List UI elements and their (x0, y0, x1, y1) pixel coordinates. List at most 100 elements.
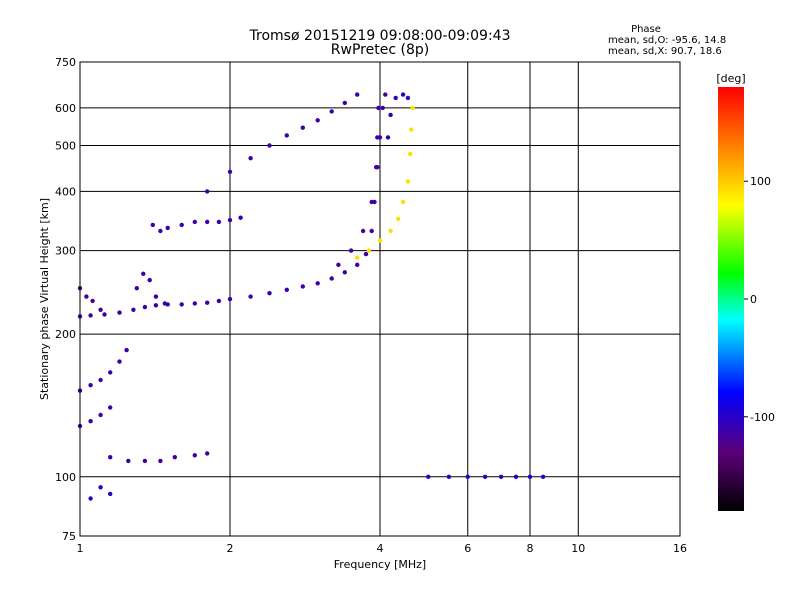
echo-point (342, 100, 347, 106)
echo-point (465, 474, 470, 479)
x-tick-label: 8 (527, 542, 534, 555)
echo-point (355, 262, 360, 267)
echo-point (388, 228, 393, 234)
echo-point (400, 92, 406, 97)
colorbar (718, 87, 744, 511)
echo-point (336, 262, 341, 267)
echo-point (348, 248, 354, 253)
echo-point (405, 179, 411, 184)
echo-point (162, 301, 167, 306)
echo-point (165, 225, 170, 231)
echo-point (342, 270, 347, 275)
echo-point (377, 135, 383, 140)
echo-point (300, 125, 305, 130)
echo-point (117, 310, 122, 315)
y-tick-label: 300 (55, 245, 76, 258)
y-tick-label: 100 (55, 471, 76, 484)
echo-point (179, 302, 184, 307)
y-tick-label: 750 (55, 56, 76, 69)
echo-point (98, 307, 103, 312)
echo-point (102, 312, 107, 317)
echo-point (396, 216, 401, 222)
x-tick-label: 2 (227, 542, 234, 555)
echo-point (227, 217, 233, 223)
colorbar-tick-label: -100 (750, 411, 775, 424)
colorbar-tick-label: 100 (750, 175, 771, 188)
echo-point (426, 474, 431, 479)
echo-point (88, 313, 93, 318)
echo-point (131, 307, 136, 312)
y-tick-label: 400 (55, 185, 76, 198)
echo-point (98, 377, 103, 383)
echo-point (385, 135, 391, 140)
echo-point (117, 359, 122, 364)
y-tick-labels: 75 100 200 300 400 500 600 750 (55, 56, 76, 543)
echo-point (284, 133, 289, 138)
echo-point (238, 215, 243, 220)
echo-point (513, 474, 519, 479)
plot-frame (79, 61, 681, 537)
echo-point (540, 474, 546, 479)
x-tick-label: 1 (77, 542, 84, 555)
echo-point (366, 248, 372, 253)
echo-point (88, 383, 93, 388)
echo-point (158, 228, 163, 234)
phase-stats-heading: Phase (631, 24, 661, 35)
echo-point (90, 298, 95, 304)
echo-point (192, 453, 197, 458)
echo-point (355, 92, 360, 97)
echo-point (126, 458, 131, 464)
y-tick-label: 500 (55, 139, 76, 152)
echo-point (284, 287, 289, 292)
echo-point (248, 156, 253, 161)
echo-point (409, 127, 414, 132)
echo-point (315, 118, 320, 123)
echo-point (369, 228, 374, 234)
echo-point (388, 112, 393, 118)
colorbar-label: [deg] (716, 72, 745, 85)
echo-point (205, 300, 210, 305)
echo-point (153, 303, 159, 308)
echo-point (88, 419, 93, 424)
echo-point (205, 219, 210, 225)
y-tick-label: 600 (55, 102, 76, 115)
echo-point (375, 165, 380, 170)
echo-point (329, 109, 334, 114)
echo-point (158, 458, 163, 464)
echo-point (205, 189, 210, 194)
y-tick-label: 75 (62, 530, 76, 543)
colorbar-tick-label: 0 (750, 293, 757, 306)
echo-point (400, 199, 406, 205)
echo-point (355, 255, 360, 260)
grid-lines (80, 62, 680, 536)
echo-point (172, 455, 177, 460)
colorbar-ticks: 100 0 -100 (744, 175, 775, 424)
echo-point (410, 105, 415, 111)
x-tick-label: 16 (673, 542, 687, 555)
x-axis-label: Frequency [MHz] (334, 558, 426, 571)
chart-subtitle: RwPretec (8p) (331, 42, 429, 58)
x-tick-label: 4 (377, 542, 384, 555)
echo-point (393, 95, 398, 101)
echo-point (482, 474, 488, 479)
echo-point (150, 222, 155, 228)
y-tick-label: 200 (55, 328, 76, 341)
echo-points (77, 92, 546, 501)
echo-point (192, 219, 197, 225)
echo-point (360, 228, 366, 234)
echo-point (108, 491, 113, 497)
echo-point (141, 271, 146, 276)
echo-point (267, 291, 272, 296)
echo-point (363, 251, 369, 257)
echo-point (376, 105, 381, 111)
echo-point (192, 301, 197, 306)
x-tick-labels: 1 2 4 6 8 10 16 (77, 542, 688, 555)
echo-point (383, 92, 388, 97)
echo-point (98, 485, 103, 490)
phase-stats-o-line: mean, sd,O: -95.6, 14.8 (608, 35, 726, 46)
echo-point (267, 143, 272, 148)
echo-point (98, 412, 103, 418)
x-tick-label: 6 (464, 542, 471, 555)
echo-point (124, 347, 129, 353)
echo-point (147, 277, 152, 283)
